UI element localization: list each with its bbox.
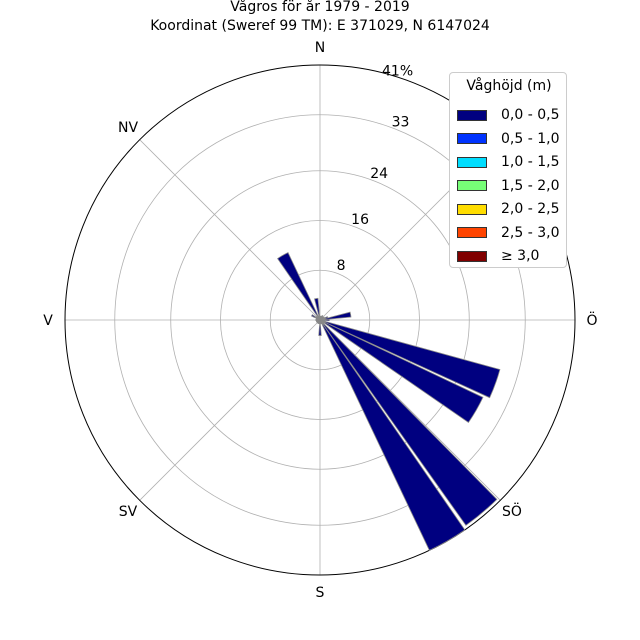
angular-gridline bbox=[139, 319, 321, 501]
legend-swatch bbox=[457, 109, 487, 121]
wave-bar bbox=[319, 319, 466, 551]
legend-item: 2,0 - 2,5 bbox=[457, 201, 560, 217]
direction-label: SV bbox=[119, 504, 138, 520]
direction-label: S bbox=[316, 585, 325, 601]
radial-tick-label: 33 bbox=[392, 114, 410, 130]
legend-item: ≥ 3,0 bbox=[457, 248, 540, 264]
direction-label: SÖ bbox=[502, 502, 522, 520]
direction-label: NV bbox=[118, 120, 138, 136]
legend-item: 0,0 - 0,5 bbox=[457, 107, 560, 123]
legend-label: ≥ 3,0 bbox=[501, 248, 540, 264]
legend-item: 1,5 - 2,0 bbox=[457, 177, 560, 194]
wave-bar bbox=[318, 319, 322, 336]
wave-bar bbox=[319, 319, 498, 526]
legend-label: 1,5 - 2,0 bbox=[501, 177, 560, 194]
legend-swatch bbox=[457, 133, 487, 144]
wave-bar bbox=[319, 319, 501, 399]
wave-bar bbox=[277, 252, 321, 321]
legend-swatch bbox=[457, 180, 487, 191]
direction-label: Ö bbox=[586, 311, 597, 329]
legend-swatch bbox=[457, 250, 487, 262]
polar-grid bbox=[64, 64, 576, 576]
legend-label: 2,0 - 2,5 bbox=[501, 201, 560, 217]
chart-title-line2: Koordinat (Sweref 99 TM): E 371029, N 61… bbox=[150, 18, 490, 34]
legend-label: 0,0 - 0,5 bbox=[501, 107, 560, 123]
legend-item: 2,5 - 3,0 bbox=[457, 224, 560, 241]
legend-swatch bbox=[457, 156, 487, 168]
radial-max-label: 41% bbox=[382, 63, 413, 79]
wave-bar bbox=[319, 319, 484, 423]
angular-gridline bbox=[139, 139, 321, 321]
wave-bar bbox=[314, 297, 321, 321]
legend-label: 2,5 - 3,0 bbox=[501, 224, 560, 241]
radial-tick-label: 24 bbox=[370, 166, 388, 182]
direction-label: V bbox=[43, 313, 53, 329]
wave-bar bbox=[319, 311, 352, 321]
legend-label: 1,0 - 1,5 bbox=[501, 154, 560, 170]
wave-bar bbox=[319, 318, 330, 322]
legend-title: Våghöjd (m) bbox=[466, 78, 552, 94]
radial-tick-label: 16 bbox=[351, 212, 369, 228]
legend-swatch bbox=[457, 227, 487, 238]
legend-item: 1,0 - 1,5 bbox=[457, 154, 560, 170]
wave-rose-bars bbox=[277, 252, 501, 551]
polar-frame bbox=[64, 64, 576, 576]
direction-label: N bbox=[315, 40, 325, 56]
chart-title-line1: Vågros för år 1979 - 2019 bbox=[230, 0, 410, 15]
legend-swatch bbox=[457, 203, 487, 215]
legend-item: 0,5 - 1,0 bbox=[457, 130, 560, 147]
legend-label: 0,5 - 1,0 bbox=[501, 130, 560, 147]
radial-tick-label: 8 bbox=[337, 258, 346, 274]
chart-title: Vågros för år 1979 - 2019 Koordinat (Swe… bbox=[0, 0, 640, 36]
legend: Våghöjd (m) 0,0 - 0,5 0,5 - 1,0 1,0 - 1,5 1… bbox=[449, 72, 567, 268]
